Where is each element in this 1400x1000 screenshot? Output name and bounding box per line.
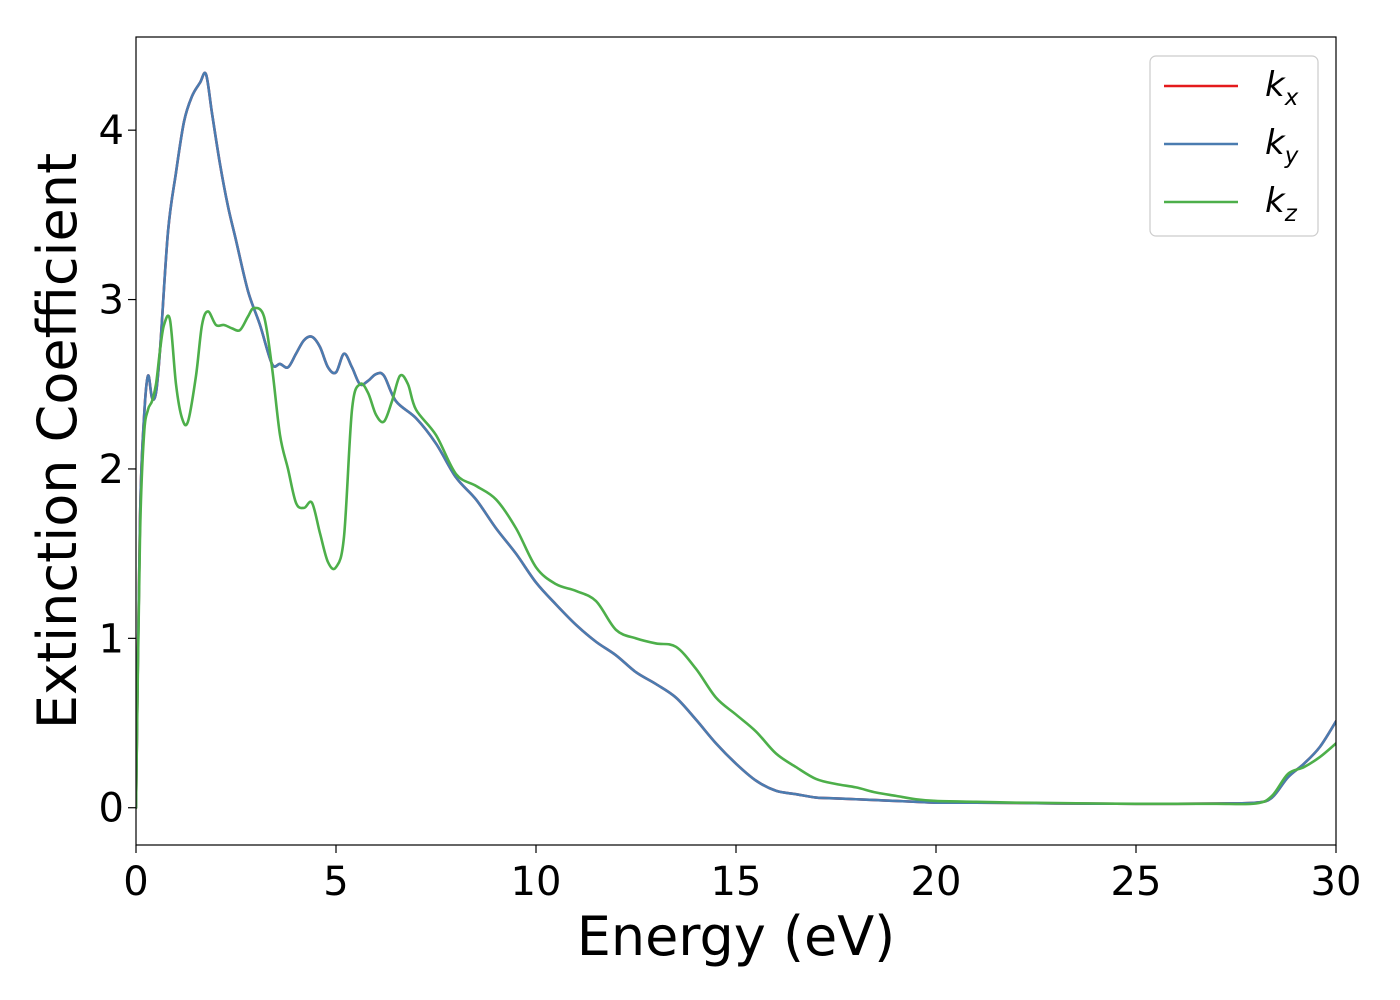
legend-label-y: ky [1265,123,1299,169]
x-tick-label: 0 [123,859,148,905]
y-axis-label: Extinction Coefficient [26,153,89,729]
y-tick-label: 2 [99,447,124,493]
x-tick-label: 20 [911,859,962,905]
y-tick-label: 3 [99,278,124,324]
legend-box [1149,55,1319,237]
legend-label-z: kz [1265,181,1298,227]
series-lines [136,71,1336,810]
x-tick-label: 10 [511,859,562,905]
x-axis-label: Energy (eV) [577,905,896,968]
y-axis-ticks: 0 1 2 3 4 [99,108,136,832]
y-tick-label: 4 [99,108,124,154]
legend: kx ky kz [1149,55,1319,237]
x-tick-label: 5 [323,859,348,905]
legend-label-x: kx [1265,65,1299,111]
x-axis-ticks: 0 5 10 15 20 25 30 [123,845,1361,905]
x-tick-label: 25 [1111,859,1162,905]
series-line-z [136,306,1336,810]
y-tick-label: 0 [99,786,124,832]
series-line-y [136,71,1336,810]
x-tick-label: 30 [1311,859,1362,905]
x-tick-label: 15 [711,859,762,905]
y-tick-label: 1 [99,616,124,662]
